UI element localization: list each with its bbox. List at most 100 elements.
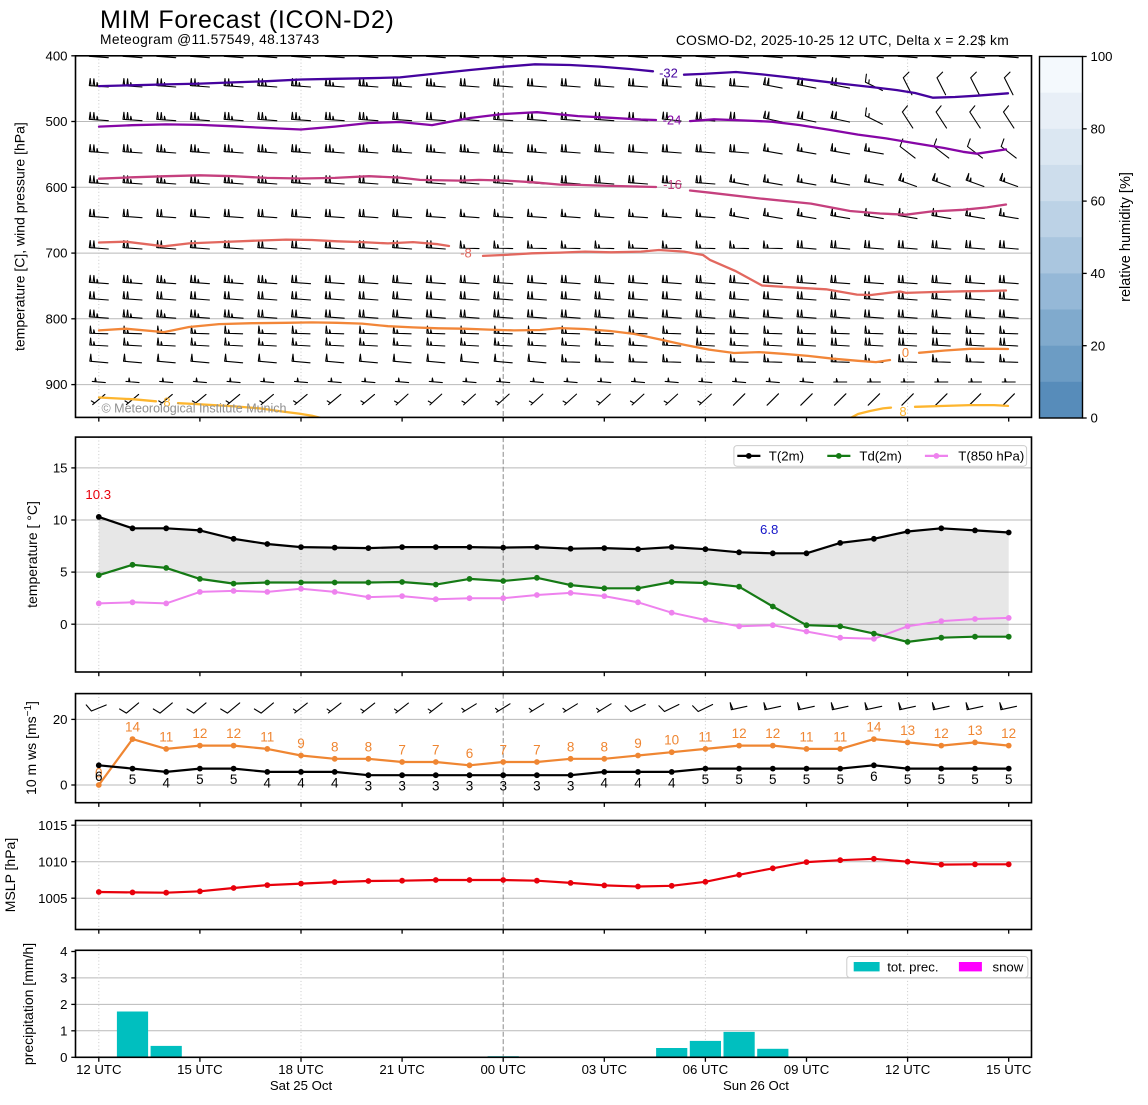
svg-text:7: 7 (533, 743, 541, 758)
svg-text:5: 5 (904, 772, 912, 787)
svg-text:temperature [C], wind pressure: temperature [C], wind pressure [hPa] (12, 122, 28, 351)
svg-text:15 UTC: 15 UTC (177, 1062, 223, 1077)
svg-text:400: 400 (45, 48, 67, 63)
svg-text:12: 12 (1001, 726, 1016, 741)
svg-text:4: 4 (60, 944, 67, 959)
svg-text:7: 7 (398, 743, 406, 758)
svg-text:5: 5 (971, 772, 979, 787)
svg-text:40: 40 (1091, 266, 1106, 281)
svg-text:20: 20 (53, 712, 68, 727)
svg-text:5: 5 (735, 772, 743, 787)
svg-text:8: 8 (365, 739, 373, 754)
svg-text:1015: 1015 (38, 818, 67, 833)
svg-text:4: 4 (668, 775, 676, 790)
svg-text:21 UTC: 21 UTC (379, 1062, 425, 1077)
svg-text:06 UTC: 06 UTC (683, 1062, 729, 1077)
svg-text:MIM Forecast (ICON-D2): MIM Forecast (ICON-D2) (100, 6, 395, 34)
svg-text:00 UTC: 00 UTC (480, 1062, 526, 1077)
svg-text:5: 5 (836, 772, 844, 787)
svg-text:3: 3 (398, 779, 406, 794)
svg-text:12: 12 (732, 726, 747, 741)
svg-text:12: 12 (226, 726, 241, 741)
svg-text:9: 9 (297, 736, 305, 751)
svg-text:0: 0 (60, 778, 67, 793)
svg-text:5: 5 (196, 772, 204, 787)
svg-text:tot. prec.: tot. prec. (887, 960, 938, 975)
svg-text:14: 14 (125, 720, 141, 735)
svg-text:Sat 25 Oct: Sat 25 Oct (270, 1078, 333, 1093)
svg-text:5: 5 (938, 772, 946, 787)
svg-text:5: 5 (1005, 772, 1013, 787)
svg-text:8: 8 (601, 739, 609, 754)
svg-text:6.8: 6.8 (760, 522, 778, 537)
svg-text:15 UTC: 15 UTC (986, 1062, 1032, 1077)
svg-text:4: 4 (634, 775, 642, 790)
svg-text:11: 11 (799, 729, 813, 744)
svg-text:1010: 1010 (38, 854, 67, 869)
svg-text:snow: snow (993, 960, 1024, 975)
svg-text:6: 6 (870, 769, 878, 784)
svg-text:5: 5 (129, 772, 137, 787)
svg-text:3: 3 (432, 779, 440, 794)
svg-text:12: 12 (765, 726, 780, 741)
svg-text:© Meteorological Institute Mun: © Meteorological Institute Munich (102, 402, 287, 416)
svg-text:60: 60 (1091, 194, 1106, 209)
svg-text:0: 0 (95, 766, 103, 781)
svg-text:100: 100 (1091, 49, 1113, 64)
svg-text:4: 4 (297, 775, 305, 790)
svg-text:2: 2 (60, 997, 67, 1012)
svg-text:11: 11 (260, 729, 274, 744)
svg-text:6: 6 (95, 769, 103, 784)
svg-text:4: 4 (264, 775, 272, 790)
svg-text:700: 700 (45, 246, 67, 261)
svg-text:10.3: 10.3 (85, 487, 111, 502)
svg-text:80: 80 (1091, 121, 1106, 136)
svg-text:9: 9 (634, 736, 642, 751)
svg-text:Td(2m): Td(2m) (859, 448, 902, 463)
svg-text:5: 5 (702, 772, 710, 787)
svg-text:-16: -16 (663, 177, 682, 192)
svg-text:3: 3 (365, 779, 373, 794)
svg-text:-8: -8 (460, 246, 472, 261)
svg-text:4: 4 (162, 775, 170, 790)
svg-text:12: 12 (934, 726, 949, 741)
svg-text:5: 5 (60, 565, 67, 580)
svg-text:11: 11 (833, 729, 847, 744)
svg-text:8: 8 (163, 394, 170, 409)
svg-text:13: 13 (967, 723, 982, 738)
svg-text:precipitation [mm/h]: precipitation [mm/h] (20, 943, 36, 1065)
svg-text:11: 11 (698, 729, 712, 744)
svg-text:900: 900 (45, 377, 67, 392)
svg-text:12 UTC: 12 UTC (76, 1062, 122, 1077)
svg-text:5: 5 (230, 772, 238, 787)
svg-text:13: 13 (900, 723, 915, 738)
svg-text:Meteogram @11.57549, 48.13743: Meteogram @11.57549, 48.13743 (100, 32, 320, 47)
svg-text:15: 15 (53, 461, 68, 476)
svg-text:5: 5 (803, 772, 811, 787)
svg-text:relative humidity [%]: relative humidity [%] (1118, 172, 1134, 302)
svg-text:3: 3 (567, 779, 575, 794)
svg-text:3: 3 (466, 779, 474, 794)
svg-text:7: 7 (432, 743, 440, 758)
svg-text:12 UTC: 12 UTC (885, 1062, 931, 1077)
svg-text:0: 0 (60, 617, 67, 632)
svg-text:COSMO-D2, 2025-10-25 12 UTC, D: COSMO-D2, 2025-10-25 12 UTC, Delta x = 2… (676, 33, 1009, 48)
svg-text:0: 0 (902, 345, 909, 360)
svg-text:1005: 1005 (38, 891, 67, 906)
svg-text:8: 8 (567, 739, 575, 754)
svg-text:18 UTC: 18 UTC (278, 1062, 324, 1077)
svg-text:0: 0 (60, 1050, 67, 1065)
svg-text:5: 5 (769, 772, 777, 787)
svg-text:09 UTC: 09 UTC (784, 1062, 830, 1077)
svg-text:03 UTC: 03 UTC (582, 1062, 628, 1077)
svg-text:temperature [ °C]: temperature [ °C] (24, 501, 40, 608)
svg-text:10 m ws [ms−1]: 10 m ws [ms−1] (23, 701, 40, 795)
svg-text:800: 800 (45, 311, 67, 326)
svg-text:0: 0 (1091, 411, 1098, 426)
svg-text:-24: -24 (663, 113, 682, 128)
svg-text:11: 11 (159, 729, 173, 744)
svg-text:4: 4 (601, 775, 609, 790)
svg-text:MSLP [hPa]: MSLP [hPa] (2, 838, 18, 912)
svg-text:8: 8 (331, 739, 339, 754)
svg-text:7: 7 (499, 743, 507, 758)
